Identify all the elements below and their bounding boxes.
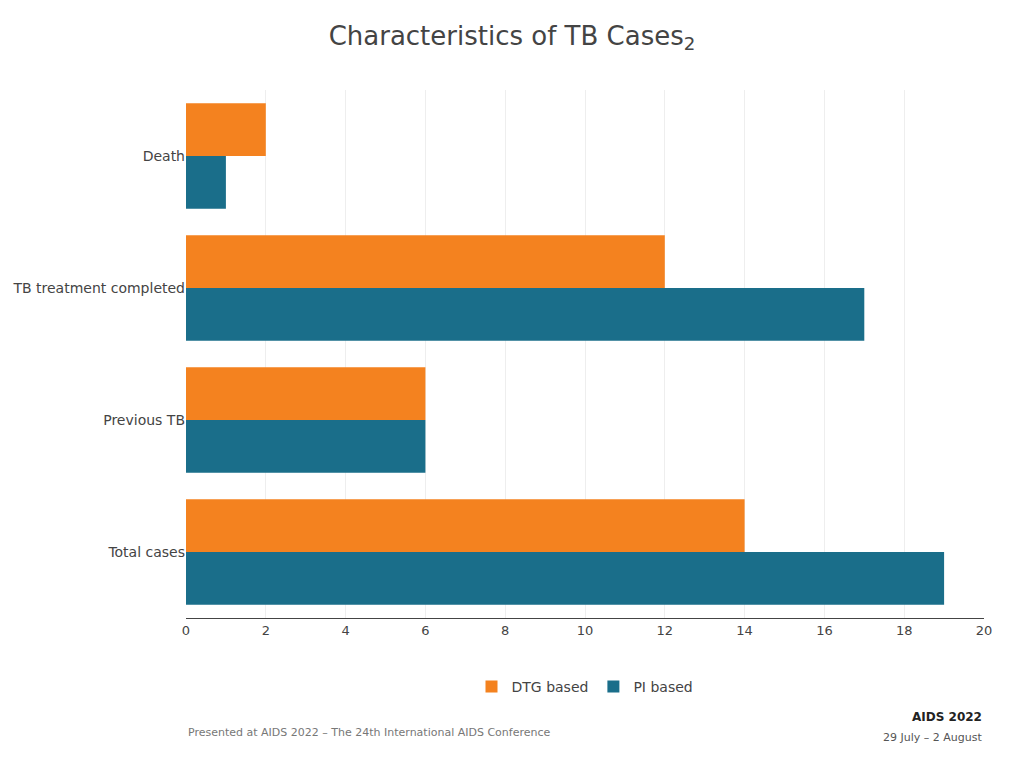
svg-text:PI based: PI based xyxy=(633,679,692,695)
svg-text:Death: Death xyxy=(143,148,185,164)
svg-text:Presented at AIDS 2022 – The 2: Presented at AIDS 2022 – The 24th Intern… xyxy=(188,726,551,739)
svg-text:14: 14 xyxy=(736,623,753,638)
svg-text:6: 6 xyxy=(421,623,429,638)
svg-text:12: 12 xyxy=(657,623,674,638)
svg-text:Total cases: Total cases xyxy=(107,544,185,560)
svg-text:AIDS 2022: AIDS 2022 xyxy=(912,710,982,724)
svg-text:10: 10 xyxy=(577,623,594,638)
svg-text:2: 2 xyxy=(262,623,270,638)
svg-text:DTG based: DTG based xyxy=(512,679,589,695)
svg-text:20: 20 xyxy=(976,623,993,638)
svg-text:18: 18 xyxy=(896,623,913,638)
svg-text:4: 4 xyxy=(341,623,349,638)
svg-text:8: 8 xyxy=(501,623,509,638)
svg-text:29 July – 2 August: 29 July – 2 August xyxy=(883,731,982,744)
svg-text:TB treatment completed: TB treatment completed xyxy=(12,280,185,296)
svg-text:Previous TB: Previous TB xyxy=(103,412,185,428)
svg-text:0: 0 xyxy=(182,623,190,638)
svg-text:Characteristics of TB Cases​2​: Characteristics of TB Cases​2​ xyxy=(329,21,696,54)
svg-text:16: 16 xyxy=(816,623,833,638)
